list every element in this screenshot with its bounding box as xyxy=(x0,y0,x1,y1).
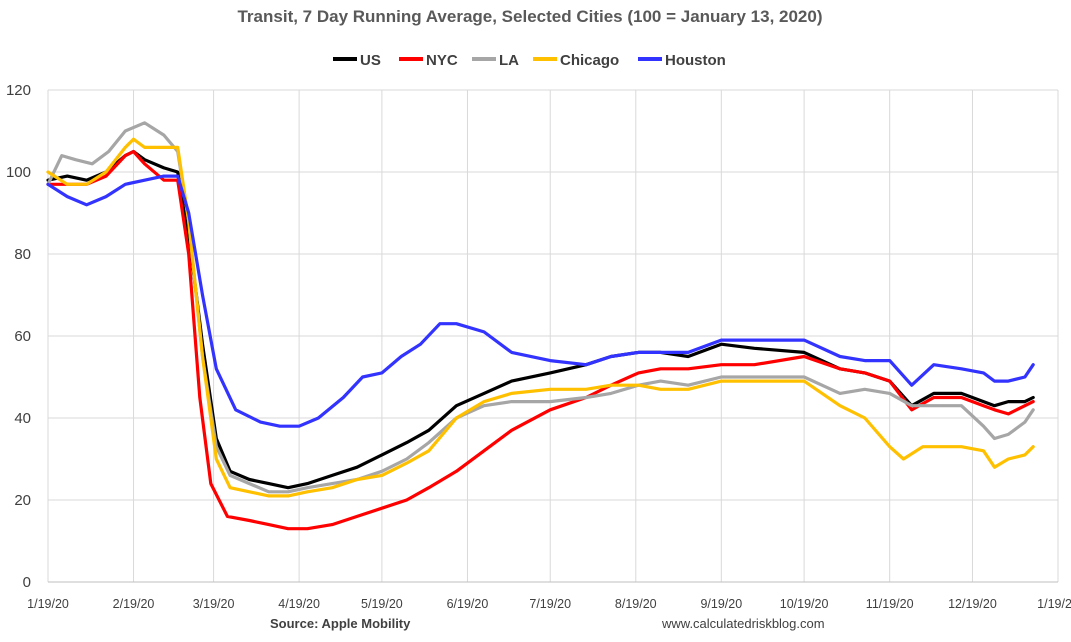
chart-title: Transit, 7 Day Running Average, Selected… xyxy=(237,7,822,26)
x-tick-label: 11/19/20 xyxy=(866,597,914,611)
y-tick-label: 20 xyxy=(14,492,31,509)
x-axis-ticks: 1/19/20 2/19/20 3/19/20 4/19/20 5/19/20 6/19/… xyxy=(27,597,1071,611)
y-axis-ticks: 0 20 40 60 80 100 120 xyxy=(6,82,31,591)
series-line-us xyxy=(46,149,1035,490)
series-line-la xyxy=(46,121,1035,494)
y-tick-label: 100 xyxy=(6,164,31,181)
x-tick-label: 10/19/20 xyxy=(780,597,829,611)
series-line-chicago xyxy=(46,137,1035,498)
x-tick-label: 1/19/21 xyxy=(1037,597,1071,611)
legend-label-us: US xyxy=(360,52,381,69)
x-tick-label: 9/19/20 xyxy=(700,597,742,611)
x-tick-label: 6/19/20 xyxy=(447,597,489,611)
credit-note: www.calculatedriskblog.com xyxy=(661,616,825,631)
legend-label-houston: Houston xyxy=(665,52,726,69)
x-tick-label: 7/19/20 xyxy=(529,597,571,611)
legend-label-nyc: NYC xyxy=(426,52,458,69)
x-tick-label: 3/19/20 xyxy=(193,597,235,611)
legend-label-chicago: Chicago xyxy=(560,52,619,69)
y-tick-label: 60 xyxy=(14,328,31,345)
y-tick-label: 120 xyxy=(6,82,31,99)
x-tick-label: 8/19/20 xyxy=(615,597,657,611)
x-tick-label: 4/19/20 xyxy=(278,597,320,611)
y-tick-label: 40 xyxy=(14,410,31,427)
y-tick-label: 0 xyxy=(23,574,31,591)
series-lines xyxy=(46,121,1035,531)
x-tick-label: 1/19/20 xyxy=(27,597,69,611)
x-tick-label: 5/19/20 xyxy=(361,597,403,611)
series-line-houston xyxy=(46,174,1035,428)
source-note: Source: Apple Mobility xyxy=(270,616,411,631)
x-tick-label: 12/19/20 xyxy=(948,597,997,611)
y-tick-label: 80 xyxy=(14,246,31,263)
legend-label-la: LA xyxy=(499,52,519,69)
gridlines xyxy=(47,89,1059,583)
legend: US NYC LA Chicago Houston xyxy=(333,52,726,69)
series-line-nyc xyxy=(46,149,1035,531)
x-tick-label: 2/19/20 xyxy=(113,597,155,611)
